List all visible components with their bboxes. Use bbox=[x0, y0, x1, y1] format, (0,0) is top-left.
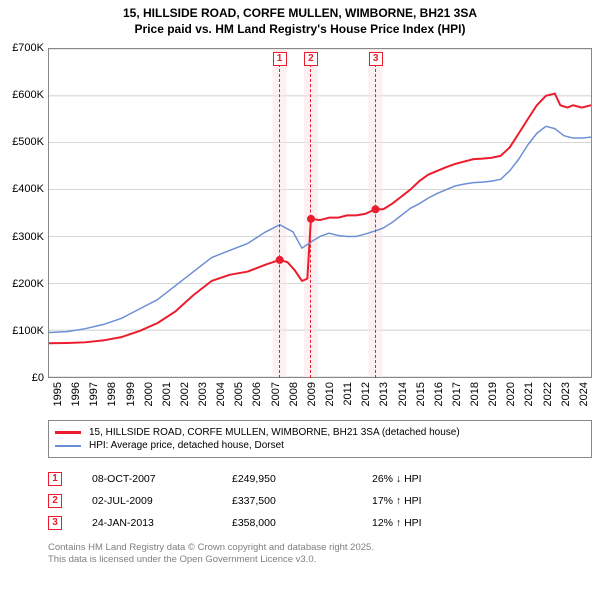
sale-delta: 12% ↑ HPI bbox=[372, 517, 512, 529]
chart-svg bbox=[49, 49, 591, 377]
marker-index-box: 3 bbox=[369, 52, 383, 66]
y-tick-label: £200K bbox=[12, 278, 44, 290]
footer-line-1: Contains HM Land Registry data © Crown c… bbox=[48, 542, 592, 554]
x-tick-label: 2022 bbox=[542, 382, 554, 406]
marker-dash bbox=[310, 64, 311, 378]
y-tick-label: £600K bbox=[12, 89, 44, 101]
sale-price: £358,000 bbox=[232, 517, 372, 529]
x-tick-label: 2006 bbox=[251, 382, 263, 406]
title-line-1: 15, HILLSIDE ROAD, CORFE MULLEN, WIMBORN… bbox=[0, 6, 600, 22]
x-tick-label: 2014 bbox=[397, 382, 409, 406]
x-tick-label: 2015 bbox=[415, 382, 427, 406]
legend-label: HPI: Average price, detached house, Dors… bbox=[89, 440, 284, 451]
x-tick-label: 2013 bbox=[378, 382, 390, 406]
x-tick-label: 2007 bbox=[270, 382, 282, 406]
legend-item: 15, HILLSIDE ROAD, CORFE MULLEN, WIMBORN… bbox=[55, 427, 585, 438]
x-tick-label: 2000 bbox=[143, 382, 155, 406]
x-tick-label: 1999 bbox=[125, 382, 137, 406]
x-tick-label: 2016 bbox=[433, 382, 445, 406]
sale-row: 1 08-OCT-2007 £249,950 26% ↓ HPI bbox=[48, 470, 592, 488]
legend-swatch bbox=[55, 445, 81, 447]
y-tick-label: £100K bbox=[12, 325, 44, 337]
title-block: 15, HILLSIDE ROAD, CORFE MULLEN, WIMBORN… bbox=[0, 0, 600, 39]
sale-price: £249,950 bbox=[232, 473, 372, 485]
legend-label: 15, HILLSIDE ROAD, CORFE MULLEN, WIMBORN… bbox=[89, 427, 460, 438]
y-tick-label: £0 bbox=[32, 372, 44, 384]
chart-container: 15, HILLSIDE ROAD, CORFE MULLEN, WIMBORN… bbox=[0, 0, 600, 590]
x-tick-label: 1996 bbox=[70, 382, 82, 406]
footer-line-2: This data is licensed under the Open Gov… bbox=[48, 554, 592, 566]
x-tick-label: 2012 bbox=[360, 382, 372, 406]
y-tick-label: £300K bbox=[12, 231, 44, 243]
sale-date: 02-JUL-2009 bbox=[92, 495, 232, 507]
sale-row: 3 24-JAN-2013 £358,000 12% ↑ HPI bbox=[48, 514, 592, 532]
y-tick-label: £700K bbox=[12, 42, 44, 54]
marker-dash bbox=[375, 64, 376, 378]
x-tick-label: 2018 bbox=[469, 382, 481, 406]
x-tick-label: 2010 bbox=[324, 382, 336, 406]
x-tick-label: 2017 bbox=[451, 382, 463, 406]
x-tick-label: 2024 bbox=[578, 382, 590, 406]
sale-index-box: 2 bbox=[48, 494, 62, 508]
sales-table: 1 08-OCT-2007 £249,950 26% ↓ HPI 2 02-JU… bbox=[48, 466, 592, 536]
marker-index-box: 2 bbox=[304, 52, 318, 66]
y-tick-label: £500K bbox=[12, 136, 44, 148]
x-tick-label: 1995 bbox=[52, 382, 64, 406]
marker-dash bbox=[279, 64, 280, 378]
sale-date: 08-OCT-2007 bbox=[92, 473, 232, 485]
title-line-2: Price paid vs. HM Land Registry's House … bbox=[0, 22, 600, 38]
footer: Contains HM Land Registry data © Crown c… bbox=[48, 542, 592, 567]
sale-row: 2 02-JUL-2009 £337,500 17% ↑ HPI bbox=[48, 492, 592, 510]
x-tick-label: 2005 bbox=[233, 382, 245, 406]
y-tick-label: £400K bbox=[12, 183, 44, 195]
x-tick-label: 2002 bbox=[179, 382, 191, 406]
sale-delta: 26% ↓ HPI bbox=[372, 473, 512, 485]
x-tick-label: 2011 bbox=[342, 382, 354, 406]
legend-item: HPI: Average price, detached house, Dors… bbox=[55, 440, 585, 451]
legend-swatch bbox=[55, 431, 81, 434]
sale-date: 24-JAN-2013 bbox=[92, 517, 232, 529]
x-tick-label: 2003 bbox=[197, 382, 209, 406]
x-tick-label: 2009 bbox=[306, 382, 318, 406]
x-tick-label: 2008 bbox=[288, 382, 300, 406]
sale-index-box: 3 bbox=[48, 516, 62, 530]
sale-index-box: 1 bbox=[48, 472, 62, 486]
x-tick-label: 2020 bbox=[505, 382, 517, 406]
marker-index-box: 1 bbox=[273, 52, 287, 66]
x-tick-label: 2021 bbox=[523, 382, 535, 406]
x-tick-label: 2001 bbox=[161, 382, 173, 406]
x-tick-label: 1997 bbox=[88, 382, 100, 406]
legend: 15, HILLSIDE ROAD, CORFE MULLEN, WIMBORN… bbox=[48, 420, 592, 458]
x-tick-label: 2019 bbox=[487, 382, 499, 406]
x-tick-label: 1998 bbox=[106, 382, 118, 406]
x-tick-label: 2023 bbox=[560, 382, 572, 406]
sale-price: £337,500 bbox=[232, 495, 372, 507]
sale-delta: 17% ↑ HPI bbox=[372, 495, 512, 507]
x-tick-label: 2004 bbox=[215, 382, 227, 406]
chart-plot-area bbox=[48, 48, 592, 378]
